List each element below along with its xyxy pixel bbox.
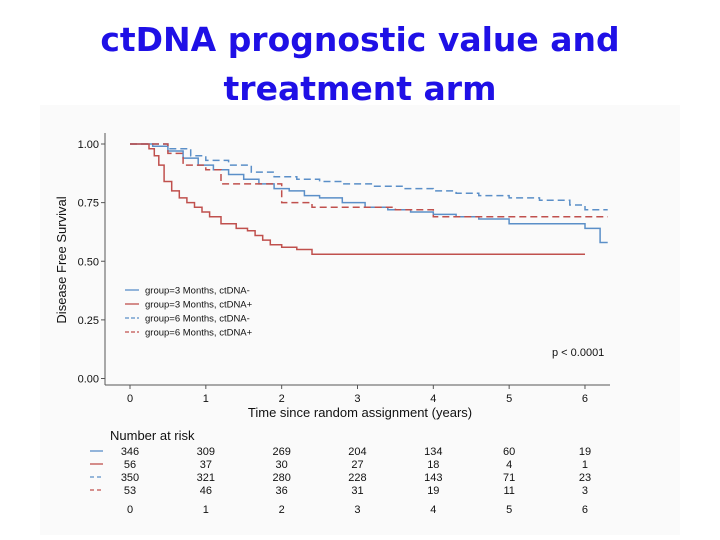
y-tick-label: 0.50 [78,256,99,268]
slide-title-line-1: ctDNA prognostic value and [100,20,620,59]
legend: group=3 Months, ctDNA-group=3 Months, ct… [125,286,253,339]
risk-cell: 36 [276,485,288,497]
risk-cell: 19 [427,485,439,497]
y-tick-label: 0.00 [78,374,99,386]
y-tick-label: 0.25 [78,315,99,327]
risk-cell: 280 [272,472,290,484]
risk-cell: 60 [503,446,515,458]
risk-cell: 23 [579,472,591,484]
legend-label-4: group=6 Months, ctDNA+ [145,328,253,339]
risk-cell: 71 [503,472,515,484]
risk-time-label: 1 [203,504,209,516]
x-axis-label: Time since random assignment (years) [248,405,472,420]
y-tick-label: 0.75 [78,198,99,210]
risk-time-label: 5 [506,504,512,516]
legend-label-3: group=6 Months, ctDNA- [145,314,250,325]
risk-time-label: 3 [354,504,360,516]
x-tick-label: 0 [127,393,133,405]
x-tick-label: 2 [279,393,285,405]
risk-cell: 19 [579,446,591,458]
risk-cell: 11 [503,485,514,497]
y-tick-label: 1.00 [78,139,99,151]
risk-cell: 321 [197,472,215,484]
risk-cell: 31 [351,485,363,497]
x-axis-ticks: 0 1 2 3 4 5 6 [127,385,588,405]
legend-label-1: group=3 Months, ctDNA- [145,286,250,297]
x-tick-label: 1 [203,393,209,405]
risk-cell: 204 [348,446,366,458]
risk-time-label: 0 [127,504,133,516]
risk-cell: 56 [124,459,136,471]
risk-cell: 37 [200,459,212,471]
risk-cell: 46 [200,485,212,497]
risk-cell: 269 [272,446,290,458]
legend-label-2: group=3 Months, ctDNA+ [145,300,253,311]
risk-cell: 4 [506,459,512,471]
risk-cell: 27 [351,459,363,471]
survival-curves [130,143,608,255]
x-tick-label: 5 [506,393,512,405]
risk-cell: 134 [424,446,442,458]
series-line-4 [130,143,608,218]
risk-time-label: 6 [582,504,588,516]
risk-cell: 53 [124,485,136,497]
risk-cell: 143 [424,472,442,484]
series-line-1 [130,143,608,244]
risk-cell: 18 [427,459,439,471]
risk-table-title: Number at risk [110,428,195,443]
x-tick-label: 3 [354,393,360,405]
series-line-3 [130,143,608,211]
risk-cell: 309 [197,446,215,458]
y-axis-ticks: 0.00 0.25 0.50 0.75 1.00 [78,139,105,386]
x-tick-label: 4 [430,393,436,405]
x-tick-label: 6 [582,393,588,405]
risk-cell: 1 [582,459,588,471]
risk-cell: 346 [121,446,139,458]
risk-cell: 228 [348,472,366,484]
risk-cell: 3 [582,485,588,497]
series-line-2 [130,143,585,255]
risk-cell: 350 [121,472,139,484]
slide-title-line-2: treatment arm [223,69,497,108]
risk-cell: 30 [276,459,288,471]
y-axis-label: Disease Free Survival [54,196,69,323]
risk-time-label: 2 [279,504,285,516]
chart-panel [40,105,680,535]
p-value-annotation: p < 0.0001 [552,347,604,359]
risk-time-label: 4 [430,504,436,516]
